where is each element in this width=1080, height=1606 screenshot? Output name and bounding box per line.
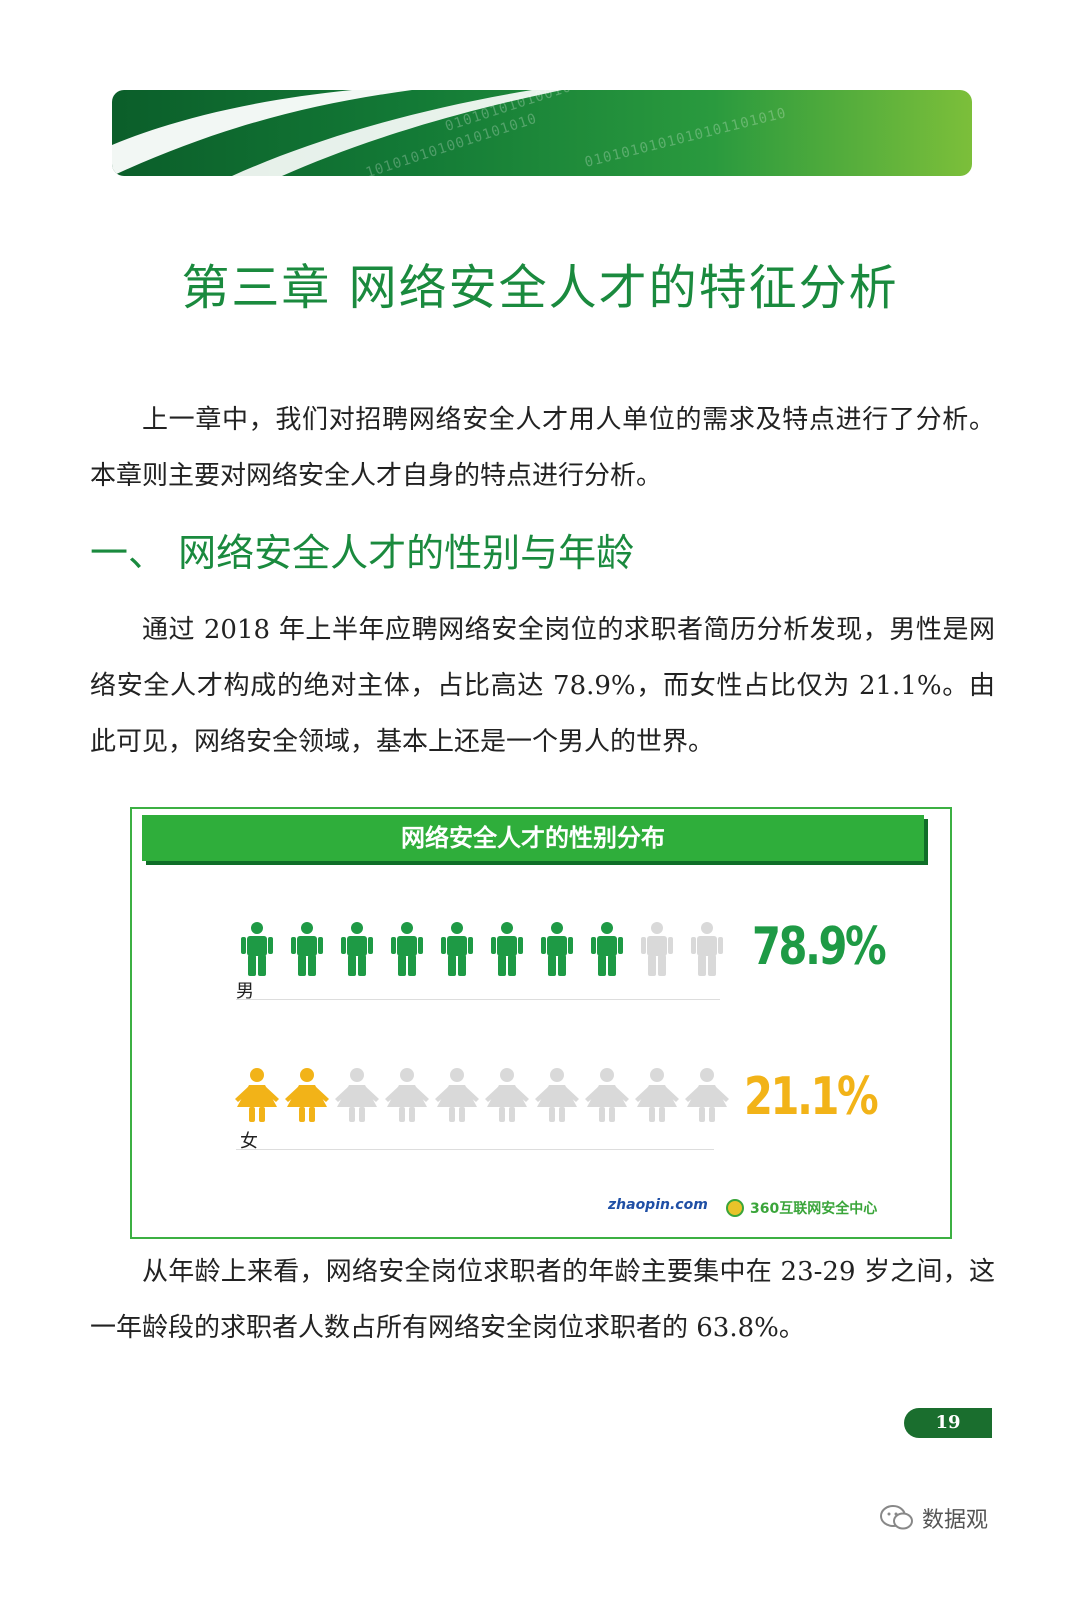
gender-paragraph: 通过 2018 年上半年应聘网络安全岗位的求职者简历分析发现，男性是网络安全人才… [90,602,995,770]
female-percent: 21.1% [744,1067,879,1127]
male-label: 男 [236,981,254,1002]
gender-distribution-figure: 网络安全人才的性别分布 78.9% 男 21.1% 女 zhaopin.com … [130,807,952,1239]
female-person-empty-icon [432,1067,482,1123]
male-person-empty-icon [682,921,732,977]
intro-paragraph: 上一章中，我们对招聘网络安全人才用人单位的需求及特点进行了分析。本章则主要对网络… [90,392,995,504]
male-person-filled-icon [232,921,282,977]
male-person-filled-icon [482,921,532,977]
banner-swoosh-graphic [112,90,562,176]
360-logo-text: 360互联网安全中心 [750,1201,878,1217]
female-icon-row [232,1067,732,1123]
chapter-banner: 0101010101001010 1010101010010101010 010… [112,90,972,176]
male-percent: 78.9% [752,917,887,977]
female-person-empty-icon [532,1067,582,1123]
watermark: 数据观 [880,1502,988,1534]
section-heading: 一、 网络安全人才的性别与年龄 [90,531,635,575]
male-person-filled-icon [432,921,482,977]
age-paragraph: 从年龄上来看，网络安全岗位求职者的年龄主要集中在 23-29 岁之间，这一年龄段… [90,1244,995,1356]
female-person-empty-icon [682,1067,732,1123]
page-number: 19 [904,1408,992,1438]
female-person-empty-icon [632,1067,682,1123]
male-person-filled-icon [532,921,582,977]
male-row-divider [236,999,720,1000]
female-person-empty-icon [482,1067,532,1123]
male-person-filled-icon [282,921,332,977]
male-person-filled-icon [382,921,432,977]
zhaopin-logo: zhaopin.com [608,1197,708,1213]
female-person-filled-icon [232,1067,282,1123]
female-person-empty-icon [332,1067,382,1123]
female-person-empty-icon [582,1067,632,1123]
age-text: 从年龄上来看，网络安全岗位求职者的年龄主要集中在 23-29 岁之间，这一年龄段… [90,1257,995,1343]
intro-text: 上一章中，我们对招聘网络安全人才用人单位的需求及特点进行了分析。本章则主要对网络… [90,405,995,491]
male-person-filled-icon [582,921,632,977]
watermark-text: 数据观 [922,1508,989,1533]
360-logo: 360互联网安全中心 [726,1198,877,1218]
female-row-divider [236,1149,714,1150]
female-person-empty-icon [382,1067,432,1123]
gender-text: 通过 2018 年上半年应聘网络安全岗位的求职者简历分析发现，男性是网络安全人才… [90,615,995,757]
female-label: 女 [240,1131,258,1152]
360-logo-icon [726,1199,744,1217]
wechat-icon [880,1505,913,1530]
male-person-filled-icon [332,921,382,977]
male-icon-row [232,921,732,977]
figure-title: 网络安全人才的性别分布 [142,815,924,861]
male-person-empty-icon [632,921,682,977]
chapter-title: 第三章 网络安全人才的特征分析 [181,260,899,316]
female-person-filled-icon [282,1067,332,1123]
